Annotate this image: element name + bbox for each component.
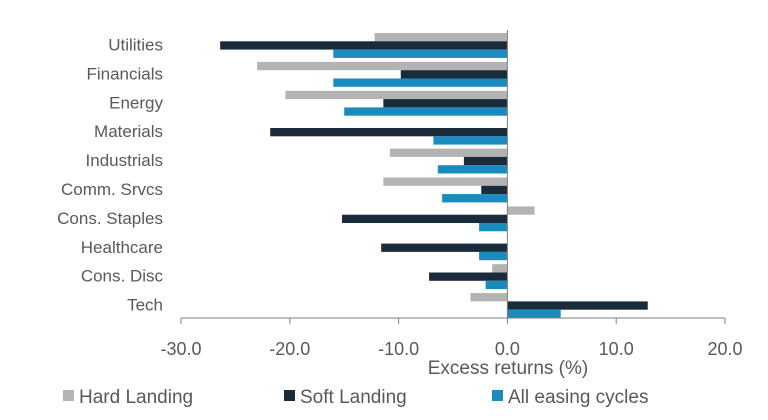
category-label-comm-srvcs: Comm. Srvcs (61, 180, 163, 199)
x-axis-ticks: -30.0 -20.0 -10.0 0.0 10.0 20.0 (160, 318, 743, 359)
x-tick-label: -20.0 (269, 339, 310, 359)
bar-energy-hard-landing (285, 90, 508, 100)
bar-cons-disc-all-easing-cycles (485, 280, 508, 290)
bar-comm-srvcs-all-easing-cycles (442, 194, 508, 203)
bar-utilities-hard-landing (374, 33, 508, 42)
x-tick-label: -30.0 (160, 339, 201, 359)
legend-swatch-hard-landing (63, 390, 74, 401)
bar-cons-disc-hard-landing (492, 264, 508, 273)
category-label-tech: Tech (127, 296, 163, 315)
bar-cons-staples-soft-landing (342, 214, 508, 223)
bar-financials-soft-landing (400, 70, 508, 79)
x-tick-label: -10.0 (378, 339, 419, 359)
category-label-utilities: Utilities (108, 35, 163, 54)
legend-label-hard-landing: Hard Landing (79, 387, 193, 408)
bar-comm-srvcs-hard-landing (383, 177, 508, 186)
bar-cons-staples-hard-landing (507, 206, 535, 215)
x-tick-label: 20.0 (707, 339, 742, 359)
category-label-materials: Materials (94, 122, 163, 141)
bars-group (220, 30, 648, 318)
bar-tech-all-easing-cycles (507, 309, 561, 318)
bar-energy-all-easing-cycles (344, 107, 508, 116)
category-label-industrials: Industrials (86, 151, 163, 170)
legend-label-all-easing-cycles: All easing cycles (508, 387, 648, 408)
category-label-cons-staples: Cons. Staples (57, 209, 163, 228)
category-label-cons-disc: Cons. Disc (81, 267, 164, 286)
bar-utilities-all-easing-cycles (333, 49, 508, 58)
bar-industrials-hard-landing (389, 148, 508, 157)
x-tick-label: 0.0 (495, 339, 520, 359)
category-labels: Utilities Financials Energy Materials Indust… (57, 35, 163, 314)
x-tick-label: 10.0 (599, 339, 634, 359)
category-label-healthcare: Healthcare (81, 238, 163, 257)
bar-comm-srvcs-soft-landing (481, 185, 508, 195)
bar-tech-hard-landing (470, 293, 508, 302)
legend-label-soft-landing: Soft Landing (300, 387, 407, 408)
bar-energy-soft-landing (383, 99, 508, 108)
bar-cons-disc-soft-landing (429, 272, 508, 281)
legend-swatch-soft-landing (284, 390, 295, 401)
bar-materials-all-easing-cycles (433, 136, 508, 145)
bar-cons-staples-all-easing-cycles (479, 223, 508, 232)
bar-tech-soft-landing (507, 301, 648, 310)
bar-industrials-all-easing-cycles (437, 165, 508, 174)
bar-utilities-soft-landing (220, 41, 508, 50)
bar-industrials-soft-landing (463, 156, 508, 166)
bar-financials-all-easing-cycles (333, 78, 508, 87)
bar-healthcare-all-easing-cycles (479, 251, 508, 261)
category-label-financials: Financials (86, 64, 163, 83)
category-label-energy: Energy (109, 93, 163, 112)
bar-healthcare-soft-landing (381, 243, 508, 252)
legend: Hard Landing Soft Landing All easing cycle… (63, 387, 648, 408)
legend-swatch-all-easing-cycles (492, 390, 503, 401)
x-axis-title: Excess returns (%) (428, 358, 588, 379)
bar-financials-hard-landing (257, 61, 508, 71)
bar-materials-soft-landing (270, 128, 508, 137)
